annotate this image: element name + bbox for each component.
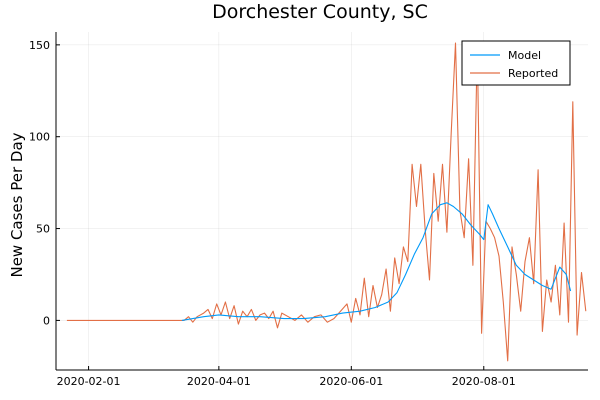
y-tick-label: 150 bbox=[29, 39, 50, 52]
ticks: 2020-02-01 2020-04-01 2020-06-01 2020-08-01… bbox=[29, 39, 516, 388]
y-tick-label: 0 bbox=[43, 314, 50, 327]
y-tick-label: 50 bbox=[36, 223, 50, 236]
x-tick-label: 2020-06-01 bbox=[319, 375, 383, 388]
x-tick-label: 2020-08-01 bbox=[452, 375, 516, 388]
series-layer bbox=[66, 42, 587, 362]
series-line-reported bbox=[66, 42, 587, 362]
legend: Model Reported bbox=[461, 40, 571, 86]
y-axis-label: New Cases Per Day bbox=[8, 132, 26, 277]
legend-label-model: Model bbox=[508, 49, 541, 62]
chart-title: Dorchester County, SC bbox=[212, 1, 428, 23]
legend-label-reported: Reported bbox=[508, 67, 558, 80]
y-tick-label: 100 bbox=[29, 131, 50, 144]
x-tick-label: 2020-02-01 bbox=[57, 375, 121, 388]
series-line-model bbox=[181, 202, 572, 321]
legend-box bbox=[461, 40, 571, 86]
x-tick-label: 2020-04-01 bbox=[187, 375, 251, 388]
axes bbox=[55, 32, 588, 371]
